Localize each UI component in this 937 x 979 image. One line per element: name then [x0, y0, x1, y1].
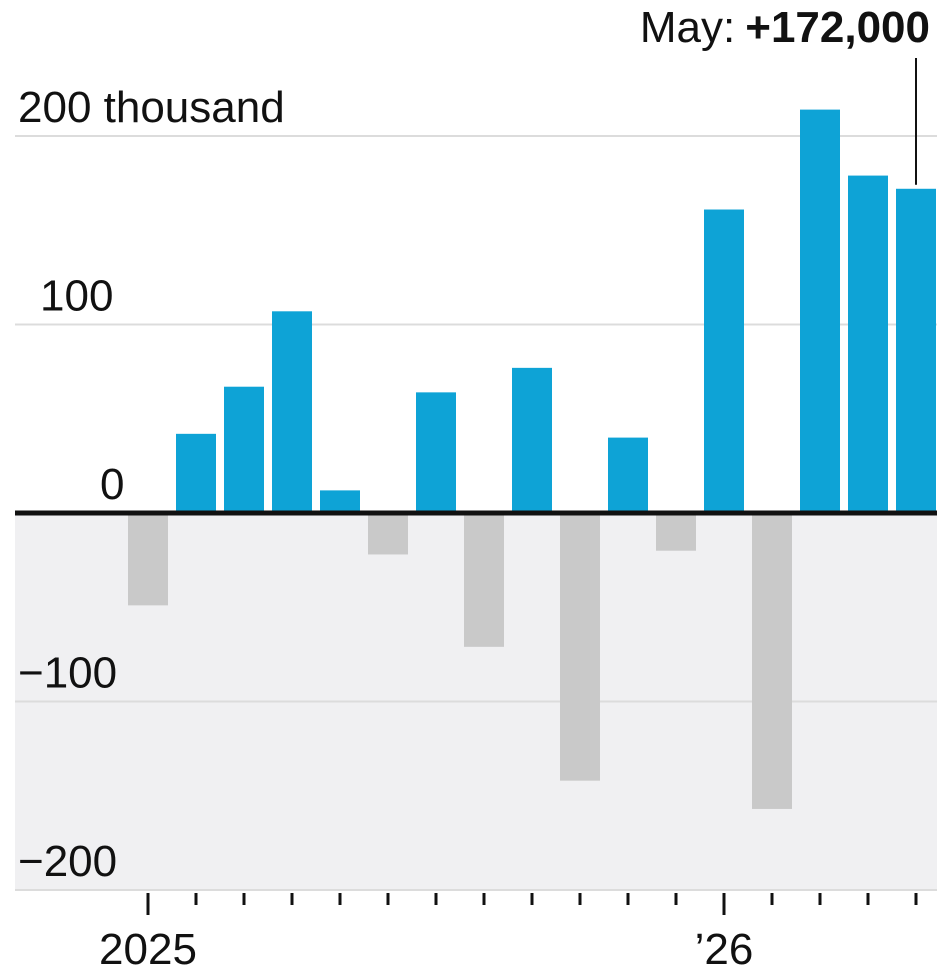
- y-tick-label: −100: [18, 649, 117, 698]
- bar: [272, 311, 312, 513]
- value-label: +172,000: [745, 3, 930, 52]
- y-tick-label: 200 thousand: [18, 83, 285, 132]
- bar: [464, 513, 504, 647]
- bar: [896, 188, 936, 513]
- bar: [416, 392, 456, 513]
- y-tick-label: 0: [100, 460, 124, 509]
- bar: [128, 513, 168, 606]
- bar: [560, 513, 600, 781]
- bar: [704, 209, 744, 513]
- bar: [656, 513, 696, 551]
- bar: [512, 367, 552, 513]
- bar: [224, 386, 264, 513]
- bar: [320, 490, 360, 513]
- bar: [608, 437, 648, 513]
- bar: [752, 513, 792, 809]
- bar: [368, 513, 408, 555]
- annotation: May: +172,000: [640, 3, 930, 52]
- bar: [848, 175, 888, 513]
- y-tick-label: −200: [18, 837, 117, 886]
- bar: [176, 433, 216, 513]
- annotation-label: May:: [640, 3, 735, 52]
- y-tick-label: 100: [40, 272, 113, 321]
- x-tick-label: 2025: [99, 925, 197, 974]
- x-tick-label: ’26: [695, 925, 754, 974]
- bar: [800, 109, 840, 514]
